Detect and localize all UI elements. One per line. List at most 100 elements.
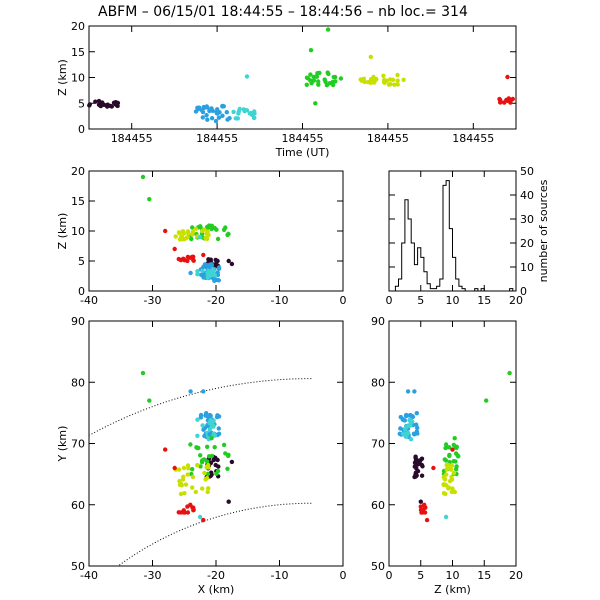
time-height-y-tick-label: 15 — [71, 46, 85, 59]
z-axis-label: Z (km) — [434, 583, 471, 596]
lightning-source-point — [98, 101, 104, 106]
lightning-source-point — [204, 411, 209, 416]
lightning-source-point — [412, 389, 417, 394]
lightning-source-point — [332, 74, 338, 80]
lightning-source-point — [368, 54, 373, 60]
lightning-source-point — [87, 102, 93, 107]
lightning-source-point — [214, 414, 220, 420]
lightning-source-point — [185, 254, 191, 260]
lightning-source-point — [178, 491, 184, 497]
lightning-source-point — [413, 474, 418, 479]
z-y-x-tick-label: 0 — [386, 569, 393, 582]
lightning-source-point — [190, 467, 195, 472]
lightning-source-point — [372, 79, 377, 85]
lightning-source-point — [185, 229, 191, 234]
lightning-source-point — [450, 486, 455, 491]
x-y-x-tick-label: -40 — [80, 569, 98, 582]
lightning-source-point — [211, 423, 216, 428]
z-y-x-tick-label: 10 — [446, 569, 460, 582]
lightning-source-point — [209, 226, 214, 232]
lightning-source-point — [211, 268, 216, 273]
histogram-y-tick-label: 40 — [520, 189, 534, 202]
lightning-source-point — [209, 116, 215, 121]
lightning-source-point — [497, 96, 502, 102]
x-y-y-tick-label: 70 — [71, 438, 85, 451]
title-count: 314 — [441, 4, 468, 20]
lightning-source-point — [214, 277, 220, 283]
lightning-source-point — [309, 80, 314, 86]
lightning-source-point — [308, 72, 313, 77]
lightning-source-point — [398, 426, 403, 431]
x-z-y-tick-label: 20 — [71, 165, 85, 178]
lightning-source-point — [441, 482, 446, 487]
lightning-source-point — [221, 442, 227, 448]
lightning-source-point — [220, 104, 225, 109]
time-height-y-tick-label: 0 — [78, 123, 85, 136]
x-y-panel: -40 -30 -20 -10 0 50 60 70 80 90 X (km) Y (km) — [56, 315, 347, 596]
lightning-source-point — [424, 517, 430, 523]
lightning-source-point — [408, 437, 414, 442]
z-y-x-tick-label: 5 — [417, 569, 424, 582]
lightning-source-point — [179, 482, 184, 487]
x-z-y-tick-label: 15 — [71, 195, 85, 208]
lightning-source-point — [447, 452, 452, 458]
lightning-source-point — [220, 113, 225, 119]
lightning-source-point — [190, 485, 195, 490]
lightning-source-point — [205, 117, 210, 122]
lightning-source-point — [193, 109, 199, 114]
lightning-source-point — [443, 442, 449, 447]
lightning-source-point — [216, 464, 221, 469]
lightning-source-point — [366, 79, 371, 85]
lightning-source-point — [185, 510, 191, 515]
lightning-source-point — [197, 234, 203, 240]
lightning-source-point — [507, 370, 512, 376]
lightning-source-point — [305, 76, 311, 81]
lightning-source-point — [201, 389, 206, 394]
lightning-source-point — [308, 48, 314, 53]
lightning-source-point — [395, 72, 400, 78]
lightning-source-point — [412, 432, 417, 437]
lightning-source-point — [201, 252, 206, 258]
lightning-source-point — [205, 105, 210, 110]
lightning-source-point — [178, 510, 184, 515]
lightning-source-point — [200, 228, 205, 234]
title-count-label: nb loc.= — [378, 4, 437, 20]
time-height-x-tick-label: 184455 — [367, 132, 409, 145]
lightning-source-point — [205, 275, 210, 280]
lightning-source-point — [419, 473, 425, 478]
lightning-source-point — [236, 109, 241, 114]
time-height-y-tick-label: 20 — [71, 20, 85, 33]
time-height-x-tick-label: 184455 — [196, 132, 238, 145]
lightning-source-point — [216, 426, 221, 431]
lightning-source-point — [449, 477, 455, 482]
lightning-source-point — [456, 454, 461, 459]
lightning-source-point — [414, 422, 419, 427]
lightning-source-point — [195, 105, 200, 111]
lightning-source-point — [206, 465, 211, 470]
lightning-source-point — [330, 79, 335, 85]
time-axis-label: Time (UT) — [275, 146, 330, 159]
lightning-source-point — [508, 98, 513, 104]
lightning-source-point — [395, 82, 400, 87]
lightning-source-point — [198, 412, 204, 418]
z-y-y-tick-label: 60 — [371, 499, 385, 512]
histogram-y-tick-label: 10 — [520, 261, 534, 274]
lightning-source-point — [206, 486, 211, 491]
lightning-source-point — [182, 510, 187, 515]
title-station: ABFM — [98, 4, 137, 20]
lightning-source-point — [215, 270, 220, 275]
lightning-source-point — [215, 468, 221, 474]
z-y-x-tick-label: 20 — [509, 569, 523, 582]
lightning-source-point — [173, 234, 178, 239]
lightning-source-point — [93, 99, 98, 104]
lightning-source-point — [181, 474, 186, 479]
lightning-source-point — [200, 486, 205, 491]
lightning-source-point — [205, 444, 210, 449]
lightning-source-point — [225, 232, 230, 238]
lightning-source-point — [189, 236, 194, 242]
time-height-panel: 184455 184455 184455 184455 184455 0 5 10 15 20 Ti… — [56, 20, 517, 159]
lightning-source-point — [484, 398, 489, 403]
z-y-panel: 0 5 10 15 20 50 60 70 80 90 Z (km) — [371, 315, 523, 596]
x-z-y-tick-label: 0 — [78, 285, 85, 298]
